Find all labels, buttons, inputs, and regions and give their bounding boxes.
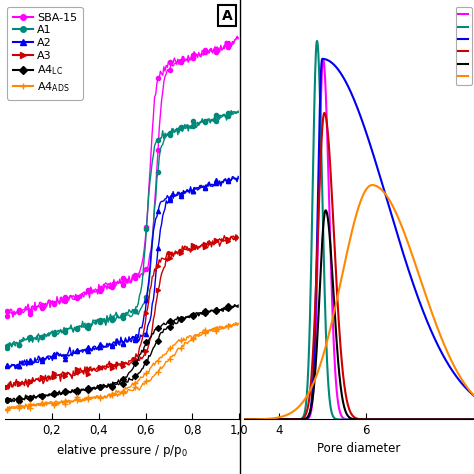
Legend: SBA-15, A1, A2, A3, A4$_\mathregular{LC}$, A4$_\mathregular{ADS}$: SBA-15, A1, A2, A3, A4$_\mathregular{LC}…	[7, 7, 82, 100]
Text: A: A	[221, 9, 232, 23]
X-axis label: elative pressure / p/p$_0$: elative pressure / p/p$_0$	[56, 441, 188, 458]
Legend: , , , , , : , , , , ,	[456, 7, 472, 85]
X-axis label: Pore diameter: Pore diameter	[318, 441, 401, 455]
